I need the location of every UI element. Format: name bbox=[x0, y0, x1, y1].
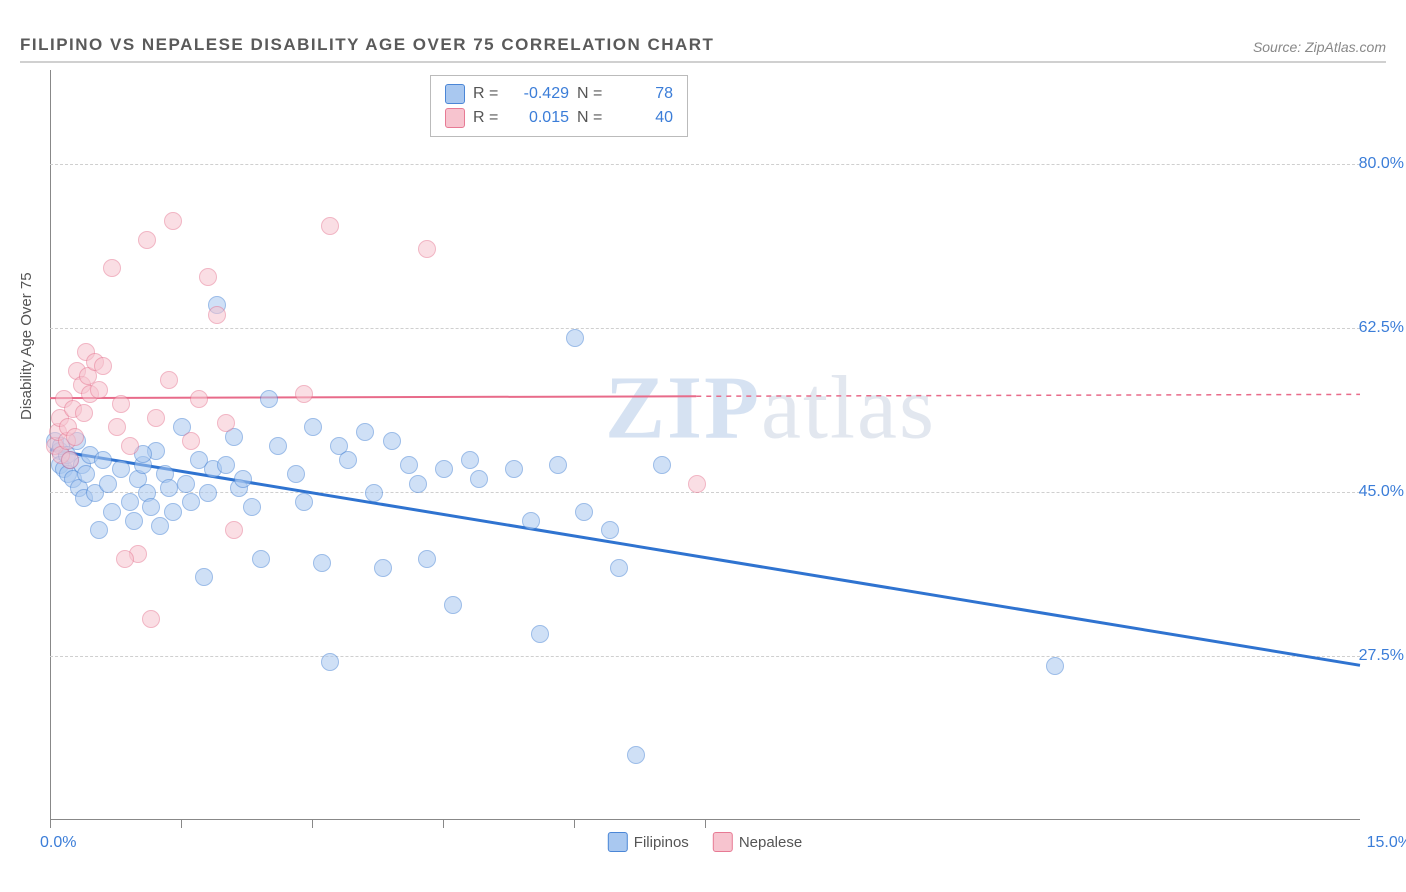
scatter-point bbox=[125, 512, 143, 530]
scatter-point bbox=[409, 475, 427, 493]
scatter-point bbox=[99, 475, 117, 493]
scatter-point bbox=[321, 653, 339, 671]
scatter-point bbox=[549, 456, 567, 474]
scatter-point bbox=[470, 470, 488, 488]
scatter-point bbox=[182, 493, 200, 511]
x-tick-mark bbox=[443, 820, 444, 828]
scatter-point bbox=[269, 437, 287, 455]
scatter-point bbox=[234, 470, 252, 488]
x-axis-max-label: 15.0% bbox=[1367, 834, 1406, 852]
trend-lines bbox=[50, 70, 1360, 820]
scatter-point bbox=[121, 493, 139, 511]
scatter-point bbox=[688, 475, 706, 493]
chart-title: FILIPINO VS NEPALESE DISABILITY AGE OVER… bbox=[20, 35, 714, 55]
trend-line bbox=[50, 396, 696, 398]
correlation-row-filipinos: R = -0.429 N = 78 bbox=[445, 82, 673, 106]
scatter-point bbox=[160, 479, 178, 497]
x-tick-mark bbox=[50, 820, 51, 828]
x-tick-mark bbox=[181, 820, 182, 828]
y-axis-label: Disability Age Over 75 bbox=[18, 272, 35, 420]
scatter-point bbox=[208, 306, 226, 324]
y-tick-label: 80.0% bbox=[1359, 155, 1404, 173]
y-tick-label: 62.5% bbox=[1359, 319, 1404, 337]
y-tick-label: 27.5% bbox=[1359, 647, 1404, 665]
correlation-box: R = -0.429 N = 78 R = 0.015 N = 40 bbox=[430, 75, 688, 137]
scatter-point bbox=[195, 568, 213, 586]
scatter-point bbox=[199, 484, 217, 502]
scatter-point bbox=[182, 432, 200, 450]
scatter-point bbox=[252, 550, 270, 568]
scatter-point bbox=[112, 395, 130, 413]
scatter-point bbox=[653, 456, 671, 474]
x-axis-min-label: 0.0% bbox=[40, 834, 76, 852]
scatter-point bbox=[121, 437, 139, 455]
bottom-legend: Filipinos Nepalese bbox=[608, 832, 802, 852]
plot-area: ZIPatlas R = -0.429 N = 78 R = 0.015 N =… bbox=[50, 70, 1360, 820]
scatter-point bbox=[400, 456, 418, 474]
swatch-pink-icon bbox=[713, 832, 733, 852]
scatter-point bbox=[66, 428, 84, 446]
scatter-point bbox=[575, 503, 593, 521]
chart-source: Source: ZipAtlas.com bbox=[1253, 39, 1386, 55]
x-tick-mark bbox=[574, 820, 575, 828]
scatter-point bbox=[287, 465, 305, 483]
scatter-point bbox=[444, 596, 462, 614]
scatter-point bbox=[243, 498, 261, 516]
scatter-point bbox=[90, 381, 108, 399]
scatter-point bbox=[217, 456, 235, 474]
scatter-point bbox=[138, 231, 156, 249]
y-tick-label: 45.0% bbox=[1359, 483, 1404, 501]
legend-item-filipinos: Filipinos bbox=[608, 832, 689, 852]
scatter-point bbox=[365, 484, 383, 502]
swatch-pink-icon bbox=[445, 108, 465, 128]
chart-header: FILIPINO VS NEPALESE DISABILITY AGE OVER… bbox=[20, 20, 1386, 63]
swatch-blue-icon bbox=[445, 84, 465, 104]
scatter-point bbox=[339, 451, 357, 469]
x-tick-mark bbox=[705, 820, 706, 828]
scatter-point bbox=[418, 240, 436, 258]
scatter-point bbox=[116, 550, 134, 568]
swatch-blue-icon bbox=[608, 832, 628, 852]
scatter-point bbox=[108, 418, 126, 436]
scatter-point bbox=[177, 475, 195, 493]
scatter-point bbox=[103, 259, 121, 277]
legend-item-nepalese: Nepalese bbox=[713, 832, 802, 852]
scatter-point bbox=[103, 503, 121, 521]
scatter-point bbox=[147, 409, 165, 427]
scatter-point bbox=[313, 554, 331, 572]
scatter-point bbox=[151, 517, 169, 535]
trend-line-dashed bbox=[696, 394, 1360, 396]
scatter-point bbox=[217, 414, 235, 432]
scatter-point bbox=[418, 550, 436, 568]
correlation-row-nepalese: R = 0.015 N = 40 bbox=[445, 106, 673, 130]
scatter-point bbox=[77, 465, 95, 483]
scatter-point bbox=[531, 625, 549, 643]
scatter-point bbox=[374, 559, 392, 577]
scatter-point bbox=[383, 432, 401, 450]
scatter-point bbox=[164, 503, 182, 521]
scatter-point bbox=[610, 559, 628, 577]
x-tick-mark bbox=[312, 820, 313, 828]
